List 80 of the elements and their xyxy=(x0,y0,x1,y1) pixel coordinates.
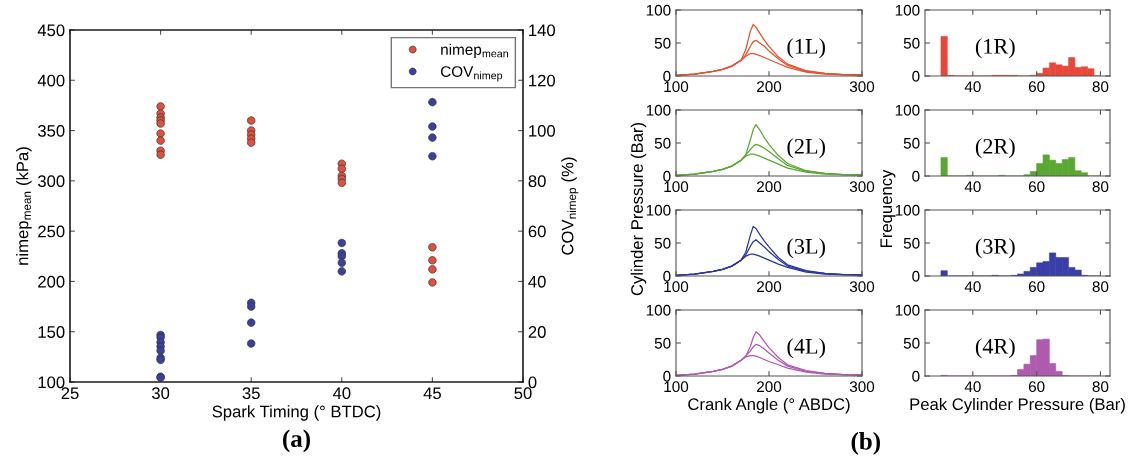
y2-tick-label: 60 xyxy=(528,225,546,238)
text: (b) xyxy=(851,432,880,455)
x-tick-label: 35 xyxy=(242,387,260,400)
x-tick-label: 80 xyxy=(1092,81,1109,93)
y-tick-label: 400 xyxy=(37,74,65,87)
x-tick-label: 80 xyxy=(1092,181,1109,193)
x-tick-label: 300 xyxy=(849,281,875,293)
x-tick-label: 80 xyxy=(1092,381,1109,393)
y-tick-label: 50 xyxy=(654,37,671,49)
y-tick-label: 0 xyxy=(912,370,920,382)
x-tick-label: 200 xyxy=(757,181,782,193)
y-tick-label: 100 xyxy=(646,104,671,116)
y-tick-label: 0 xyxy=(912,270,920,282)
y-tick-label: 350 xyxy=(37,124,65,137)
legend-label: nimep$_{mean}$ xyxy=(441,43,508,58)
y-tick-label: 50 xyxy=(903,237,920,249)
y-tick-label: 50 xyxy=(903,337,920,349)
y-tick-label: 450 xyxy=(37,24,65,37)
y-tick-label: 100 xyxy=(895,204,920,216)
x-tick-label: 40 xyxy=(964,181,981,193)
y2-axis-title: COV$_{nimep}$ (%) xyxy=(561,157,579,255)
y-tick-label: 100 xyxy=(646,304,671,316)
y-tick-label: 0 xyxy=(663,370,671,382)
y-tick-label: 100 xyxy=(895,4,920,16)
legend-label: COV$_{nimep}$ xyxy=(440,66,503,82)
annotation: (4L) xyxy=(787,338,825,359)
annotation: (3R) xyxy=(975,238,1015,259)
x-tick-label: 80 xyxy=(1092,281,1109,293)
y-tick-label: 250 xyxy=(38,225,65,238)
annotation: (3L) xyxy=(787,238,825,259)
y2-tick-label: 0 xyxy=(528,376,537,389)
y-tick-label: 0 xyxy=(912,70,920,82)
y-tick-label: 100 xyxy=(895,304,920,316)
y-tick-label: 100 xyxy=(646,4,671,16)
x-tick-label: 45 xyxy=(423,387,441,400)
text: (a) xyxy=(283,429,310,453)
x-tick-label: 200 xyxy=(757,281,782,293)
annotation: (1R) xyxy=(975,38,1015,59)
y2-tick-label: 120 xyxy=(529,74,556,87)
x-tick-label: 60 xyxy=(1028,81,1045,93)
x-tick-label: 40 xyxy=(964,381,981,393)
x-tick-label: 40 xyxy=(964,81,981,93)
y-tick-label: 100 xyxy=(646,204,671,216)
x-tick-label: 60 xyxy=(1028,281,1045,293)
x-tick-label: 200 xyxy=(757,81,782,93)
annotation: (2L) xyxy=(787,138,825,159)
x-axis-title: Spark Timing (° BTDC) xyxy=(212,405,381,421)
annotation: (2R) xyxy=(975,138,1015,159)
annotation: (1L) xyxy=(787,38,825,59)
y-tick-label: 0 xyxy=(912,170,920,182)
x-tick-label: 300 xyxy=(849,181,875,193)
y-tick-label: 0 xyxy=(663,270,671,282)
y2-tick-label: 20 xyxy=(528,326,546,338)
x-axis-title: Crank Angle (° ABDC) xyxy=(688,397,850,414)
x-tick-label: 300 xyxy=(849,381,875,393)
y-tick-label: 150 xyxy=(38,326,65,338)
x-tick-label: 60 xyxy=(1028,181,1045,193)
x-tick-label: 40 xyxy=(964,281,981,293)
x-tick-label: 200 xyxy=(757,381,782,393)
y-axis-title: Cylinder Pressure (Bar) xyxy=(630,122,647,296)
y-tick-label: 100 xyxy=(895,104,920,116)
y2-tick-label: 140 xyxy=(529,24,556,37)
y-tick-label: 0 xyxy=(663,170,671,182)
y-tick-label: 0 xyxy=(663,70,671,82)
y-tick-label: 50 xyxy=(654,237,671,249)
x-axis-title: Peak Cylinder Pressure (Bar) xyxy=(910,397,1125,414)
x-tick-label: 25 xyxy=(61,387,79,400)
y-tick-label: 50 xyxy=(654,137,671,149)
y-tick-label: 50 xyxy=(654,337,671,349)
x-tick-label: 60 xyxy=(1028,381,1045,393)
y2-tick-label: 100 xyxy=(529,124,556,137)
x-tick-label: 50 xyxy=(514,387,532,400)
annotation: (4R) xyxy=(975,338,1015,359)
y-tick-label: 50 xyxy=(903,37,920,49)
x-tick-label: 40 xyxy=(332,387,351,400)
x-tick-label: 30 xyxy=(151,387,170,400)
x-tick-label: 300 xyxy=(849,81,875,93)
y-axis-title: nimep$_{mean}$ (kPa) xyxy=(16,147,32,265)
y-axis-title: Frequency xyxy=(880,169,896,247)
y-tick-label: 50 xyxy=(903,137,920,149)
